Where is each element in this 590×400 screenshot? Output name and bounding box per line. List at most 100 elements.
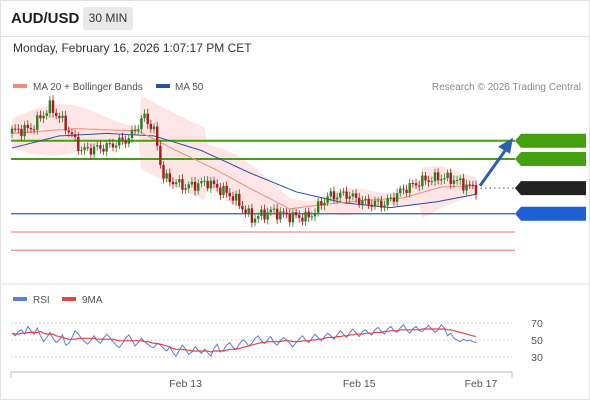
symbol-title: AUD/USD [11,10,80,27]
candle-bear [436,172,440,181]
candle-bear [215,184,219,188]
candle-bear [298,215,301,218]
candle-bear [449,172,452,184]
candle-bull [184,188,187,190]
rsi-ma-legend-label: 9MA [82,295,103,306]
candle-bull [137,129,140,131]
level-label-box-resistance [515,151,586,166]
candle-bear [275,208,279,220]
candle-bull [152,126,156,130]
candle-bull [421,175,424,187]
level-label-box-resistance [515,133,586,148]
candle-bear [402,188,405,190]
header-bar: AUD/USD 30 MIN [0,0,590,37]
timeframe-badge[interactable]: 30 MIN [83,7,133,30]
candle-bear [86,147,89,149]
candle-bear [244,209,247,214]
candle-bear [13,128,17,130]
candle-bear [367,198,370,205]
candle-bull [376,200,380,202]
candle-bull [127,138,130,144]
candle-bear [288,214,291,223]
candle-bull [247,208,250,214]
candle-bear [468,184,471,186]
candle-bear [20,128,23,137]
candle-bear [427,180,430,183]
candle-bear [64,115,67,131]
candle-bear [51,100,55,113]
candle-bull [48,100,52,114]
candle-bear [380,200,383,208]
rsi-tick-label: 30 [531,352,543,364]
candle-bull [266,212,269,220]
level-label-box-support [515,206,586,221]
candle-bull [187,184,190,189]
candle-bull [61,115,64,119]
rsi-panel: 70 50 30 [11,318,543,364]
candle-bear [121,137,124,141]
candle-bull [200,181,203,184]
x-tick-label: Feb 13 [169,378,202,390]
candle-bull [23,124,26,137]
candle-bear [462,178,465,191]
x-tick-label: Feb 17 [465,378,498,390]
candle-bear [424,175,427,181]
candle-bear [231,196,235,201]
datetime-label: Monday, February 16, 2026 1:07:17 PM CET [13,41,252,55]
candle-bear [345,191,348,199]
candle-bear [206,180,209,189]
candle-bull [269,209,273,213]
candle-bull [272,208,276,210]
candle-bull [342,191,345,193]
candle-bear [354,193,358,198]
candle-bull [114,145,118,148]
candle-bull [386,198,389,206]
candle-bear [307,211,310,218]
candle-bear [133,129,137,131]
candle-bull [257,215,260,219]
candle-bull [45,113,48,116]
candle-bull [316,201,320,213]
candle-bull [348,196,351,199]
candle-bear [193,181,197,191]
candle-bull [373,200,377,207]
candle-bear [149,123,153,130]
price-levels [11,139,515,251]
candle-bull [105,143,108,152]
candle-bull [326,196,329,203]
projection-arrow-head [498,137,513,154]
candle-bull [190,181,194,185]
candle-bull [92,146,96,155]
candle-bull [459,178,462,180]
candle-bear [241,205,244,210]
candle-bull [313,212,317,217]
candle-bull [323,202,326,206]
candlesticks [10,95,513,228]
candle-bear [370,204,374,207]
candle-bull [118,137,121,146]
ma20-line [11,128,477,210]
candle-bull [178,179,181,183]
candle-bear [238,193,241,206]
rsi-legend-swatch [13,297,27,301]
candle-bear [39,115,42,119]
candle-bull [83,147,86,151]
candle-bull [395,193,399,202]
candle-bear [474,185,478,195]
candle-bear [225,185,228,193]
moving-averages [11,128,477,210]
x-tick-label: Feb 15 [343,378,376,390]
candle-bull [304,211,307,222]
candle-bear [17,128,20,130]
candle-bear [282,211,285,213]
candle-bear [26,124,29,128]
candle-bear [124,140,127,144]
candle-bear [219,187,222,195]
candle-bear [417,185,421,187]
candle-bear [102,148,105,152]
candle-bull [335,197,339,200]
credit-label: Research © 2026 Trading Central [432,82,581,93]
candle-bull [446,172,449,179]
candle-bull [430,181,434,183]
